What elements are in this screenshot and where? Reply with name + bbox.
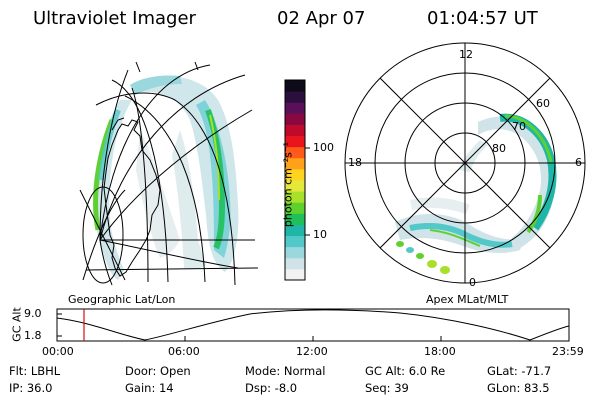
mlt-label-6: 6 xyxy=(575,156,582,169)
mlt-label-18: 18 xyxy=(348,156,362,169)
altitude-tick-1-8: 1.8 xyxy=(24,329,42,342)
geographic-longitude-info: GLon: 83.5 xyxy=(487,381,550,395)
dsp-info: Dsp: -8.0 xyxy=(245,381,298,395)
colorbar-swatch xyxy=(285,257,305,270)
altitude-trace xyxy=(56,309,570,341)
altitude-tick-9: 9.0 xyxy=(24,307,42,320)
colorbar-swatch xyxy=(285,80,305,92)
observation-date: 02 Apr 07 xyxy=(277,8,366,29)
altitude-axis-label: GC Alt xyxy=(10,307,24,342)
colorbar-swatch xyxy=(285,191,305,203)
polar-grid xyxy=(344,42,586,284)
colorbar-swatch xyxy=(285,180,305,192)
colorbar-swatch xyxy=(285,224,305,237)
time-tick-1800: 18:00 xyxy=(424,345,456,358)
map-edge-ticks xyxy=(135,61,199,73)
geographic-map xyxy=(79,61,259,286)
colorbar-swatch xyxy=(285,124,305,137)
geographic-map-label: Geographic Lat/Lon xyxy=(68,293,176,306)
colorbar-swatch xyxy=(285,268,305,281)
colorbar-tick-10: 10 xyxy=(313,228,327,241)
filter-info: Flt: LBHL xyxy=(9,364,61,378)
polar-map xyxy=(344,42,586,284)
colorbar-swatch xyxy=(285,146,305,159)
ip-info: IP: 36.0 xyxy=(9,381,53,395)
mlt-label-0: 0 xyxy=(469,276,476,289)
coastline xyxy=(103,119,161,277)
door-info: Door: Open xyxy=(125,364,191,378)
geographic-grid xyxy=(79,64,259,286)
colorbar-unit-label: photon cm⁻²s⁻¹ xyxy=(281,141,295,228)
time-tick-0000: 00:00 xyxy=(42,345,74,358)
gain-info: Gain: 14 xyxy=(125,381,174,395)
colorbar-swatch xyxy=(285,202,305,214)
colorbar-tick-100: 100 xyxy=(313,141,334,154)
instrument-title: Ultraviolet Imager xyxy=(33,8,196,29)
polar-map-label: Apex MLat/MLT xyxy=(426,293,509,306)
time-axis-ticks xyxy=(184,336,442,341)
mlat-label-70: 70 xyxy=(512,120,526,133)
mlt-label-12: 12 xyxy=(459,48,473,61)
time-tick-1200: 12:00 xyxy=(296,345,328,358)
geographic-latitude-info: GLat: -71.7 xyxy=(487,364,552,378)
colorbar xyxy=(284,79,310,281)
gc-altitude-info: GC Alt: 6.0 Re xyxy=(365,364,446,378)
aurora-emission-right xyxy=(395,113,557,274)
time-tick-2359: 23:59 xyxy=(552,345,584,358)
colorbar-swatch xyxy=(285,102,305,114)
colorbar-swatch xyxy=(285,135,305,148)
colorbar-swatch xyxy=(285,235,305,248)
colorbar-swatch xyxy=(285,246,305,259)
colorbar-swatch xyxy=(285,168,305,181)
colorbar-swatch xyxy=(285,213,305,225)
colorbar-swatch xyxy=(285,91,305,103)
aurora-emission-left xyxy=(93,75,239,280)
sequence-info: Seq: 39 xyxy=(365,381,409,395)
mode-info: Mode: Normal xyxy=(245,364,326,378)
mlat-label-60: 60 xyxy=(536,97,550,110)
colorbar-swatch xyxy=(285,113,305,125)
observation-time: 01:04:57 UT xyxy=(427,8,538,29)
altitude-plot xyxy=(56,308,570,342)
colorbar-swatch xyxy=(285,157,305,170)
mlat-label-80: 80 xyxy=(492,142,506,155)
time-tick-0600: 06:00 xyxy=(168,345,200,358)
